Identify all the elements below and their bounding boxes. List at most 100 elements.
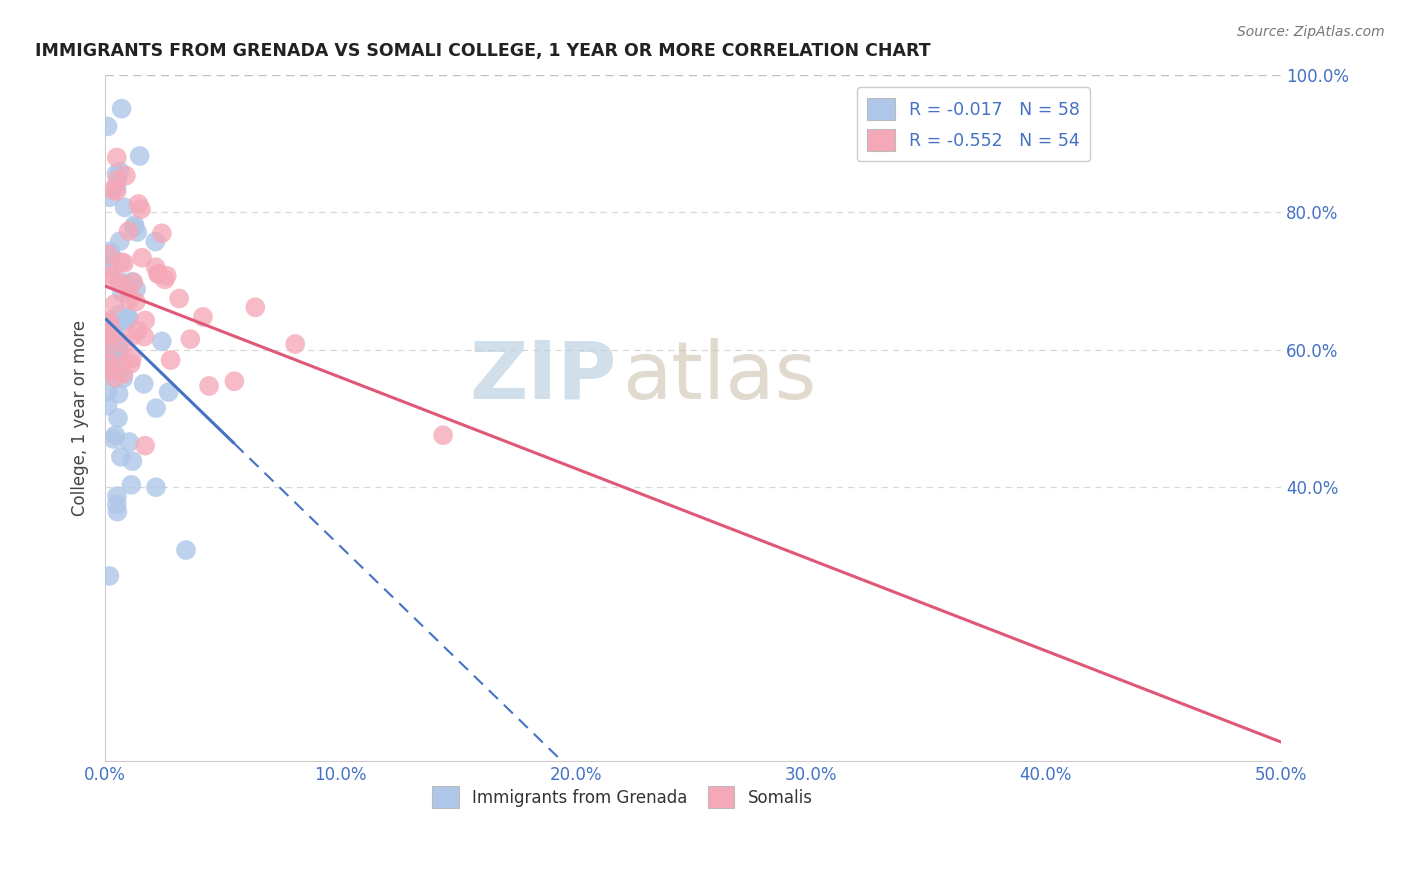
Point (104, 297, 127, 311)
Point (127, 324, 149, 338)
Point (145, 401, 167, 416)
Point (432, 428, 454, 442)
Point (97, 315, 120, 329)
Point (105, 151, 128, 165)
Point (127, 225, 149, 239)
Point (191, 310, 214, 324)
Point (114, 200, 136, 214)
Point (125, 282, 148, 296)
Point (105, 498, 128, 512)
Point (129, 202, 152, 216)
Point (97, 399, 120, 413)
Point (103, 316, 125, 330)
Point (120, 357, 142, 371)
Point (98, 569, 121, 583)
Point (159, 353, 181, 368)
Point (110, 275, 132, 289)
Point (97, 368, 120, 383)
Legend: Immigrants from Grenada, Somalis: Immigrants from Grenada, Somalis (426, 780, 820, 814)
Point (134, 439, 156, 453)
Point (98, 190, 121, 204)
Point (146, 267, 169, 281)
Point (111, 356, 134, 370)
Point (179, 332, 201, 346)
Point (104, 370, 127, 384)
Point (107, 411, 129, 425)
Point (174, 543, 197, 558)
Point (97, 342, 120, 356)
Point (148, 267, 170, 281)
Text: ZIP: ZIP (470, 338, 617, 416)
Point (117, 312, 139, 326)
Point (284, 337, 307, 351)
Point (112, 256, 135, 270)
Point (121, 275, 143, 289)
Y-axis label: College, 1 year or more: College, 1 year or more (72, 320, 89, 516)
Point (105, 185, 128, 199)
Point (105, 180, 128, 194)
Point (104, 317, 127, 331)
Point (150, 334, 173, 349)
Point (103, 432, 125, 446)
Point (107, 172, 129, 186)
Point (150, 227, 173, 241)
Point (101, 183, 124, 197)
Point (101, 361, 124, 376)
Point (118, 435, 141, 450)
Point (107, 346, 129, 360)
Point (101, 250, 124, 264)
Point (104, 330, 127, 344)
Point (108, 277, 131, 291)
Point (112, 371, 135, 385)
Point (97, 247, 120, 261)
Point (98, 317, 121, 331)
Point (145, 260, 167, 275)
Point (100, 340, 122, 354)
Point (108, 234, 131, 248)
Point (156, 268, 179, 283)
Point (97, 316, 120, 330)
Point (100, 326, 122, 340)
Text: atlas: atlas (623, 338, 817, 416)
Point (104, 321, 127, 335)
Point (224, 374, 246, 388)
Point (108, 164, 131, 178)
Point (107, 386, 129, 401)
Point (97, 363, 120, 377)
Point (98, 244, 121, 259)
Point (98, 357, 121, 371)
Point (124, 218, 146, 232)
Point (112, 367, 135, 381)
Point (115, 169, 138, 183)
Point (97, 343, 120, 357)
Point (108, 345, 131, 359)
Point (121, 351, 143, 366)
Point (101, 272, 124, 286)
Point (134, 313, 156, 327)
Text: IMMIGRANTS FROM GRENADA VS SOMALI COLLEGE, 1 YEAR OR MORE CORRELATION CHART: IMMIGRANTS FROM GRENADA VS SOMALI COLLEG… (35, 42, 931, 60)
Point (108, 308, 131, 322)
Point (143, 235, 166, 249)
Point (110, 102, 132, 116)
Point (110, 450, 132, 464)
Point (107, 505, 129, 519)
Point (101, 359, 124, 373)
Point (118, 224, 141, 238)
Point (97, 313, 120, 327)
Point (132, 376, 155, 391)
Point (97, 259, 120, 273)
Point (112, 337, 135, 351)
Point (104, 428, 127, 442)
Point (100, 268, 122, 282)
Point (117, 283, 139, 297)
Point (121, 454, 143, 468)
Point (145, 480, 167, 494)
Point (134, 329, 156, 343)
Point (245, 300, 267, 314)
Point (157, 385, 180, 400)
Point (128, 149, 150, 163)
Point (117, 310, 139, 325)
Point (97, 385, 120, 400)
Point (131, 251, 153, 265)
Point (122, 275, 145, 289)
